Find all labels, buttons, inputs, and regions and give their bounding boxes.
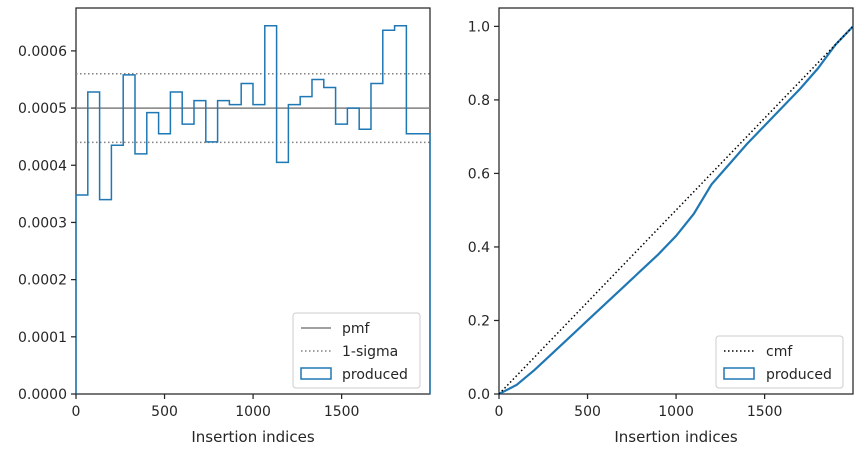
cmf-marks xyxy=(498,25,854,395)
produced-histogram-step xyxy=(75,24,431,394)
x-tick-label: 500 xyxy=(574,404,601,420)
y-tick-label: 0.8 xyxy=(468,93,490,109)
x-tick-label: 1000 xyxy=(658,404,694,420)
y-tick-label: 0.0005 xyxy=(18,101,67,117)
y-tick-label: 0.0001 xyxy=(18,330,67,346)
cmf-legend-box xyxy=(715,335,844,389)
legend-produced-swatch xyxy=(300,367,332,380)
cmf-x-axis-label: Insertion indices xyxy=(614,428,737,446)
histogram-x-ticks: 0 500 1000 1500 xyxy=(72,394,360,420)
y-tick-label: 0.0003 xyxy=(18,215,67,231)
cmf-line xyxy=(498,25,854,395)
histogram-y-ticks: 0.0000 0.0001 0.0002 0.0003 0.0004 0.0005 0.00… xyxy=(18,44,76,403)
histogram-legend: pmf 1-sigma produced xyxy=(292,312,421,389)
y-tick-label: 0.2 xyxy=(468,313,490,329)
x-tick-label: 500 xyxy=(151,404,178,420)
legend-produced-label: produced xyxy=(342,367,408,383)
y-tick-label: 0.0004 xyxy=(18,158,67,174)
legend-cmf-produced-label: produced xyxy=(766,367,832,383)
cmf-panel: 0.0 0.2 0.4 0.6 0.8 1.0 0 500 1000 1500 Insertio… xyxy=(468,7,854,446)
histogram-x-axis-label: Insertion indices xyxy=(191,428,314,446)
cmf-x-ticks: 0 500 1000 1500 xyxy=(495,394,783,420)
legend-cmf-produced-swatch xyxy=(723,367,755,380)
legend-cmf-label: cmf xyxy=(766,344,793,360)
histogram-marks xyxy=(75,24,431,394)
y-tick-label: 0.0 xyxy=(468,387,490,403)
x-tick-label: 1000 xyxy=(235,404,271,420)
histogram-panel: 0.0000 0.0001 0.0002 0.0003 0.0004 0.0005 0.00… xyxy=(18,7,431,446)
y-tick-label: 0.0000 xyxy=(18,387,67,403)
cmf-legend: cmf produced xyxy=(715,335,844,389)
legend-sigma-label: 1-sigma xyxy=(342,344,398,360)
x-tick-label: 0 xyxy=(495,404,504,420)
y-tick-label: 0.0006 xyxy=(18,44,67,60)
y-tick-label: 0.0002 xyxy=(18,273,67,289)
y-tick-label: 0.4 xyxy=(468,240,490,256)
y-tick-label: 0.6 xyxy=(468,166,490,182)
produced-cumulative-line xyxy=(498,25,854,395)
cmf-y-ticks: 0.0 0.2 0.4 0.6 0.8 1.0 xyxy=(468,19,499,403)
legend-pmf-label: pmf xyxy=(342,321,371,337)
x-tick-label: 1500 xyxy=(747,404,783,420)
x-tick-label: 1500 xyxy=(324,404,360,420)
y-tick-label: 1.0 xyxy=(468,19,490,35)
x-tick-label: 0 xyxy=(72,404,81,420)
histogram-legend-box xyxy=(292,312,421,389)
cmf-axes-frame xyxy=(498,7,854,395)
